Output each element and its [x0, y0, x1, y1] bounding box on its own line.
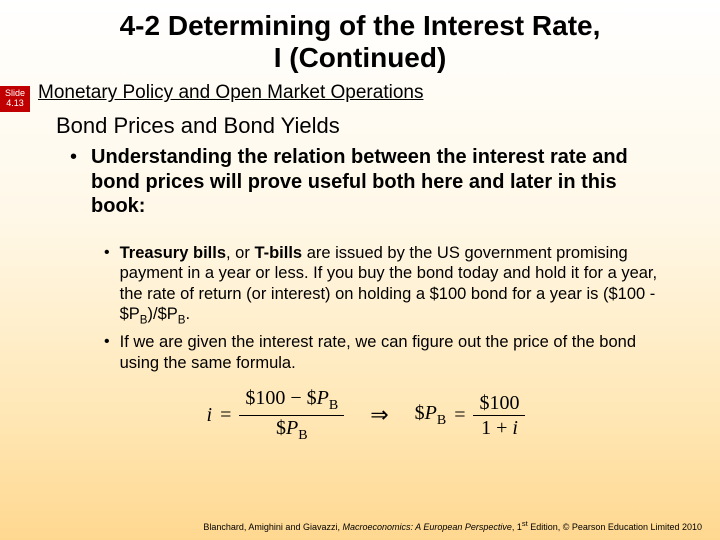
frac-bar — [473, 415, 525, 416]
bullet-level1: • Understanding the relation between the… — [56, 145, 676, 218]
b2a-mid: , or — [226, 244, 254, 262]
content-area: Bond Prices and Bond Yields • Understand… — [0, 105, 720, 443]
rhs-den: 1 + i — [475, 417, 524, 439]
title-line1: 4-2 Determining of the Interest Rate, — [120, 10, 601, 41]
bullet2b-text: If we are given the interest rate, we ca… — [120, 332, 676, 373]
equals: = — [454, 404, 465, 427]
footer-a: Blanchard, Amighini and Giavazzi, — [203, 522, 342, 532]
b2a-rest2: )/$P — [148, 305, 178, 323]
rhs-lhs: $PB — [415, 402, 447, 429]
rhs-fraction: $100 1 + i — [473, 392, 525, 439]
formula-rhs: $PB = $100 1 + i — [415, 392, 526, 439]
frac-bar — [239, 415, 344, 416]
footer-c: Edition, © Pearson Education Limited 201… — [528, 522, 702, 532]
footer-ital: Macroeconomics: A European Perspective — [342, 522, 511, 532]
b2a-bold1: Treasury bills — [120, 244, 226, 262]
slide-number-tab: Slide 4.13 — [0, 86, 30, 112]
subtitle-row: Monetary Policy and Open Market Operatio… — [0, 82, 720, 105]
lhs-num: $100 − $PB — [239, 387, 344, 413]
bullet2a-text: Treasury bills, or T-bills are issued by… — [120, 243, 676, 329]
bullet-level2-b: • If we are given the interest rate, we … — [56, 332, 676, 373]
b2a-sub1: B — [140, 315, 148, 327]
lhs-var: i — [207, 404, 213, 427]
formula-lhs: i = $100 − $PB $PB — [207, 387, 345, 443]
b2a-end: . — [185, 305, 190, 323]
bullet-dot: • — [104, 243, 110, 329]
footer-citation: Blanchard, Amighini and Giavazzi, Macroe… — [203, 519, 702, 532]
tab-line1: Slide — [5, 88, 25, 98]
subheading: Bond Prices and Bond Yields — [56, 113, 676, 139]
bullet-dot: • — [104, 332, 110, 373]
bullet1-text: Understanding the relation between the i… — [91, 145, 676, 218]
equals: = — [220, 404, 231, 427]
lhs-den: $PB — [270, 417, 314, 443]
footer-b: , 1 — [512, 522, 522, 532]
section-subtitle: Monetary Policy and Open Market Operatio… — [38, 82, 423, 105]
lhs-fraction: $100 − $PB $PB — [239, 387, 344, 443]
b2a-bold2: T-bills — [254, 244, 302, 262]
rhs-num: $100 — [473, 392, 525, 414]
tab-line2: 4.13 — [6, 98, 24, 108]
title-line2: I (Continued) — [274, 42, 447, 73]
implies-arrow: ⇒ — [370, 402, 388, 428]
bullet-dot: • — [70, 145, 77, 218]
bullet-level2-a: • Treasury bills, or T-bills are issued … — [56, 243, 676, 329]
slide-title: 4-2 Determining of the Interest Rate, I … — [0, 0, 720, 80]
formula-row: i = $100 − $PB $PB ⇒ $PB = $100 1 + i — [56, 387, 676, 443]
